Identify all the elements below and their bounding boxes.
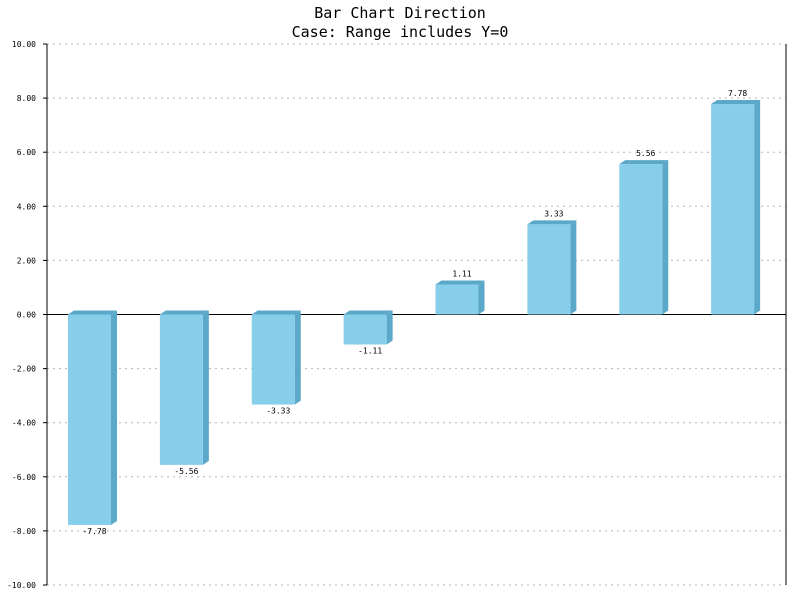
bar (68, 310, 117, 525)
y-tick-label: -10.00 (7, 581, 36, 590)
bar (619, 160, 669, 315)
data-label: -3.33 (266, 407, 290, 416)
bar-side (478, 280, 485, 315)
data-label: -5.56 (174, 467, 198, 476)
bar-top (343, 310, 393, 315)
data-labels: -7.78 -5.56 -3.33 -1.11 1.11 3.33 5.56 7.78 (82, 89, 747, 536)
bars (68, 100, 761, 525)
bar-top (159, 310, 209, 315)
bar-front (343, 314, 387, 345)
bar-front (68, 314, 111, 525)
chart-title: Bar Chart Direction (314, 4, 486, 22)
bar-top (435, 280, 485, 285)
bar-side (111, 310, 117, 525)
bar (251, 310, 301, 405)
bar (711, 100, 761, 315)
data-label: 5.56 (636, 149, 655, 158)
data-label: -7.78 (82, 527, 106, 536)
data-label: -1.11 (358, 347, 382, 356)
bar-front (251, 314, 295, 405)
data-label: 7.78 (728, 89, 747, 98)
bar-side (754, 100, 761, 315)
bar-front (527, 224, 571, 315)
y-tick-label: -6.00 (12, 473, 36, 482)
bar-top (619, 160, 669, 165)
bar (527, 220, 577, 315)
y-tick-label: -8.00 (12, 527, 36, 536)
y-tick-label: -2.00 (12, 365, 36, 374)
y-tick-label: -4.00 (12, 419, 36, 428)
data-label: 1.11 (452, 269, 471, 278)
bar-side (294, 310, 301, 405)
bar-top (68, 310, 117, 315)
bar-front (159, 314, 203, 465)
bar-side (202, 310, 209, 465)
axes: 10.00 8.00 6.00 4.00 2.00 0.00 -2.00 -4.00 -6.00… (7, 40, 787, 590)
bar-side (570, 220, 577, 315)
y-tick-label: 8.00 (17, 94, 36, 103)
y-tick-label: 0.00 (17, 311, 36, 320)
bar-front (619, 164, 663, 315)
y-tick-label: 6.00 (17, 148, 36, 157)
bar-top (711, 100, 761, 105)
chart-subtitle: Case: Range includes Y=0 (292, 23, 509, 41)
bar-side (662, 160, 669, 315)
y-tick-label: 4.00 (17, 202, 36, 211)
data-label: 3.33 (544, 209, 563, 218)
bar-side (386, 310, 393, 345)
bar-front (435, 284, 479, 315)
y-tick-label: 10.00 (12, 40, 36, 49)
bar (159, 310, 209, 465)
y-tick-label: 2.00 (17, 256, 36, 265)
bar (435, 280, 485, 315)
bar-top (251, 310, 301, 315)
bar-top (527, 220, 577, 225)
bar-front (711, 104, 755, 315)
bar (343, 310, 393, 345)
